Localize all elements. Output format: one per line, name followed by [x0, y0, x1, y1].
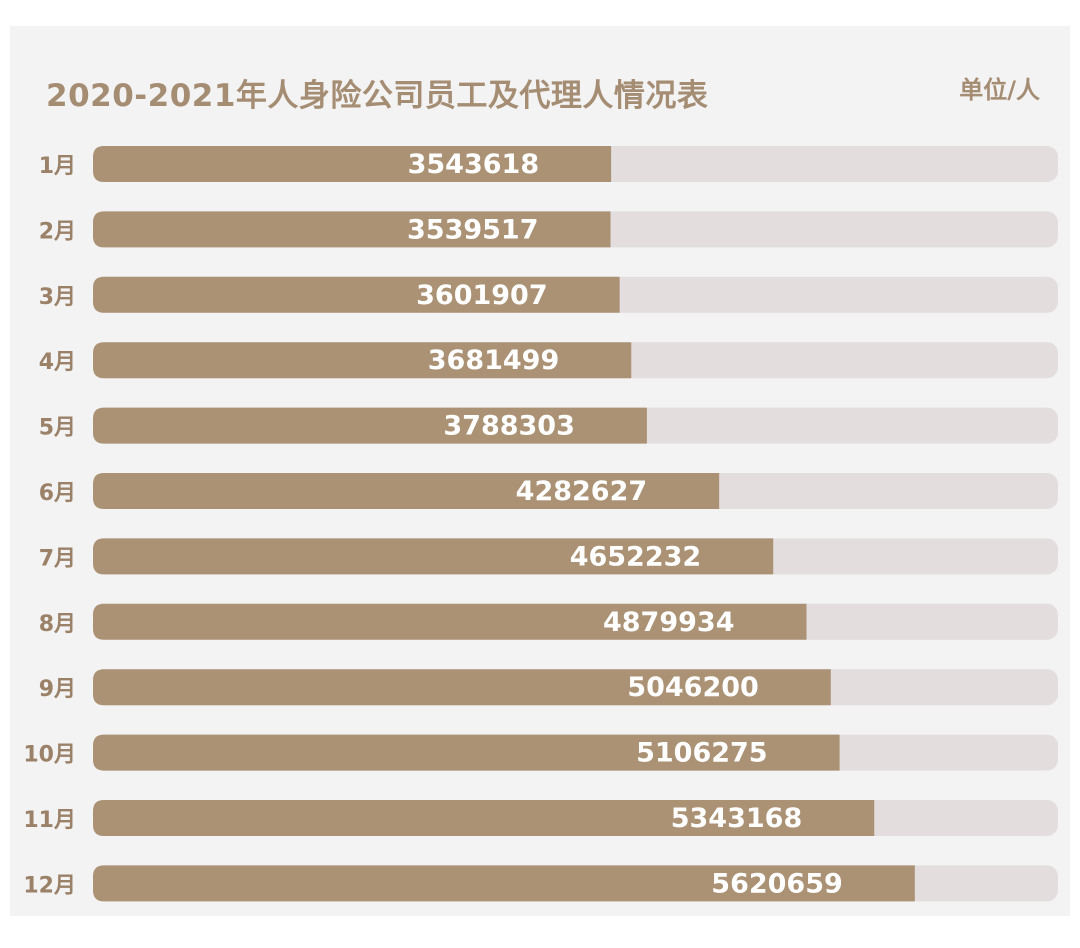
value-label: 4282627	[516, 476, 648, 507]
value-label: 5106275	[636, 738, 768, 769]
value-label: 3539517	[407, 214, 539, 245]
category-label: 1月	[39, 154, 76, 179]
category-label: 12月	[23, 873, 76, 898]
bar	[93, 146, 612, 182]
chart-panel: 2020-2021年人身险公司员工及代理人情况表 单位/人 1月 3543618 2…	[10, 26, 1070, 916]
category-label: 4月	[39, 350, 76, 375]
value-label: 5046200	[627, 672, 759, 703]
category-label: 10月	[23, 743, 76, 768]
bar	[93, 342, 632, 379]
bar	[93, 538, 774, 575]
bar	[93, 211, 611, 248]
bar	[93, 865, 915, 902]
value-label: 3788303	[443, 411, 575, 442]
category-label: 9月	[39, 677, 76, 702]
category-label: 5月	[39, 416, 76, 441]
category-label: 8月	[39, 612, 76, 637]
category-label: 11月	[23, 808, 76, 833]
bar	[93, 473, 720, 509]
unit-label: 单位/人	[959, 76, 1040, 104]
category-label: 2月	[39, 219, 76, 244]
category-label: 3月	[39, 285, 76, 310]
value-label: 4652232	[570, 541, 702, 572]
bar	[93, 734, 840, 771]
bar	[93, 276, 620, 313]
category-label: 6月	[39, 481, 76, 506]
value-label: 5343168	[671, 803, 803, 834]
bar	[93, 800, 875, 836]
bar	[93, 407, 647, 444]
bar	[93, 669, 831, 706]
category-label: 7月	[39, 546, 76, 571]
bar-chart: 1月 3543618 2月 3539517 3月 3601907 4月 3681499 5月 37…	[23, 146, 1058, 902]
value-label: 4879934	[603, 607, 735, 638]
bar	[93, 603, 807, 640]
chart-title: 2020-2021年人身险公司员工及代理人情况表	[46, 78, 709, 114]
value-label: 3601907	[416, 280, 548, 311]
value-label: 3543618	[408, 149, 540, 180]
value-label: 5620659	[711, 868, 843, 899]
value-label: 3681499	[428, 345, 560, 376]
